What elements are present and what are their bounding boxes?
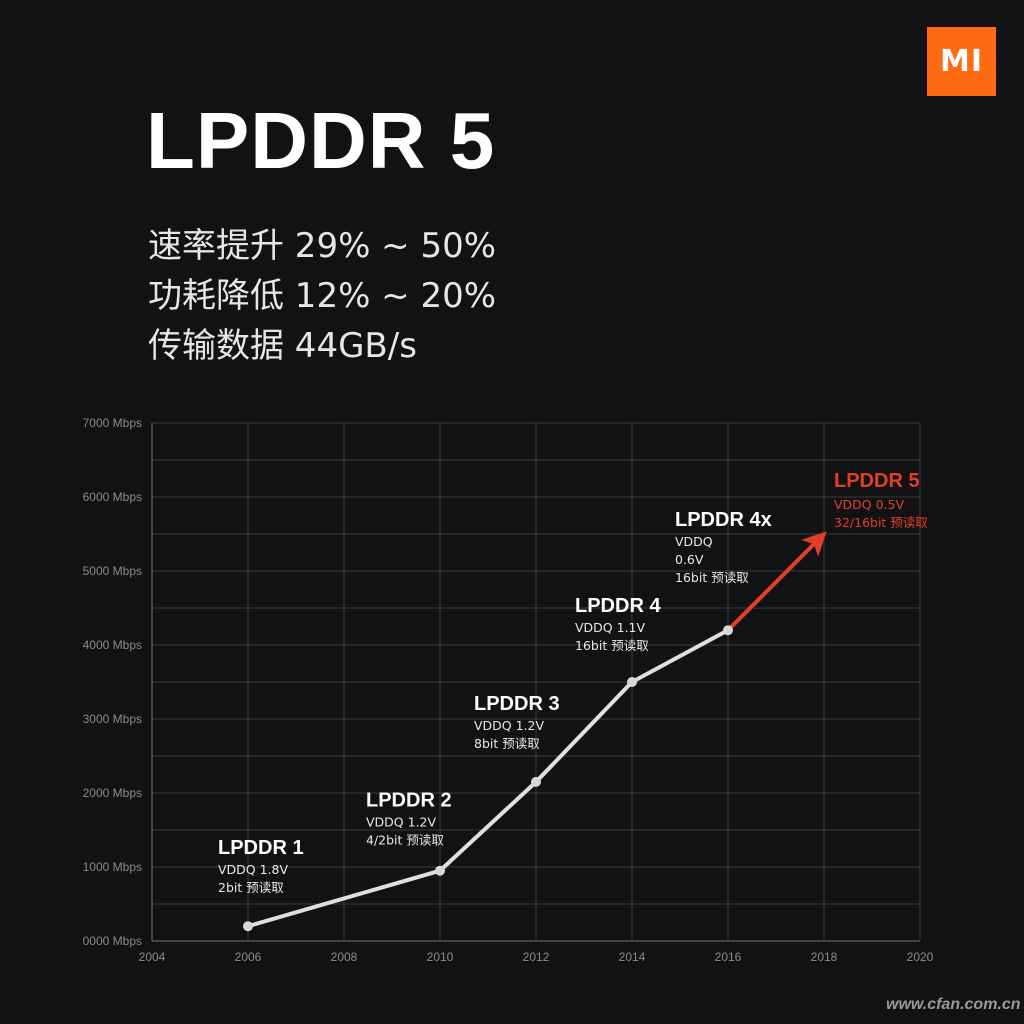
point-detail-label: 4/2bit 预读取 xyxy=(366,833,444,848)
x-tick-label: 2012 xyxy=(523,950,550,964)
point-name-label: LPDDR 1 xyxy=(218,837,304,859)
data-point xyxy=(531,776,541,787)
y-tick-label: 7000 Mbps xyxy=(83,416,142,430)
point-detail-label: VDDQ xyxy=(675,534,713,549)
data-point xyxy=(243,921,253,932)
y-tick-label: 0000 Mbps xyxy=(83,934,142,948)
spec-speed: 速率提升 29% ~ 50% xyxy=(148,226,497,266)
point-detail-label: 8bit 预读取 xyxy=(474,736,540,751)
point-name-label: LPDDR 4 xyxy=(575,595,661,617)
spec-bandwidth: 传输数据 44GB/s xyxy=(148,326,417,366)
x-tick-label: 2008 xyxy=(331,950,358,964)
point-detail-label: 0.6V xyxy=(675,552,704,567)
y-tick-label: 1000 Mbps xyxy=(83,860,142,874)
y-tick-label: 5000 Mbps xyxy=(83,564,142,578)
mi-logo: MI xyxy=(927,27,996,96)
data-point xyxy=(627,677,637,687)
y-tick-label: 6000 Mbps xyxy=(83,490,142,504)
point-detail-label: VDDQ 1.8V xyxy=(218,862,288,877)
series-line xyxy=(247,628,729,929)
spec-power: 功耗降低 12% ~ 20% xyxy=(148,276,497,316)
y-tick-label: 4000 Mbps xyxy=(83,638,142,652)
point-name-label: LPDDR 3 xyxy=(474,693,560,715)
projection-arrow xyxy=(726,531,827,632)
point-detail-label: VDDQ 1.2V xyxy=(366,815,436,830)
watermark: www.cfan.com.cn xyxy=(886,996,1021,1013)
data-point xyxy=(723,625,733,636)
x-tick-label: 2020 xyxy=(907,950,934,964)
data-point xyxy=(435,865,445,876)
x-tick-label: 2014 xyxy=(619,950,646,964)
point-detail-label: 16bit 预读取 xyxy=(575,638,649,653)
x-tick-label: 2016 xyxy=(715,950,742,964)
point-detail-label: 2bit 预读取 xyxy=(218,880,284,895)
point-detail-label: VDDQ 1.2V xyxy=(474,718,544,733)
y-tick-label: 3000 Mbps xyxy=(83,712,142,726)
point-detail-label: VDDQ 1.1V xyxy=(575,620,645,635)
point-name-label: LPDDR 2 xyxy=(366,790,452,812)
x-tick-label: 2018 xyxy=(811,950,838,964)
x-tick-label: 2006 xyxy=(235,950,262,964)
x-tick-label: 2004 xyxy=(139,950,166,964)
page-title: LPDDR 5 xyxy=(146,96,496,185)
projection-detail-label: 32/16bit 预读取 xyxy=(834,515,928,530)
projection-name-label: LPDDR 5 xyxy=(834,470,920,492)
point-name-label: LPDDR 4x xyxy=(675,509,772,531)
y-tick-label: 2000 Mbps xyxy=(83,786,142,800)
projection-detail-label: VDDQ 0.5V xyxy=(834,497,904,512)
x-tick-label: 2010 xyxy=(427,950,454,964)
point-detail-label: 16bit 预读取 xyxy=(675,570,749,585)
